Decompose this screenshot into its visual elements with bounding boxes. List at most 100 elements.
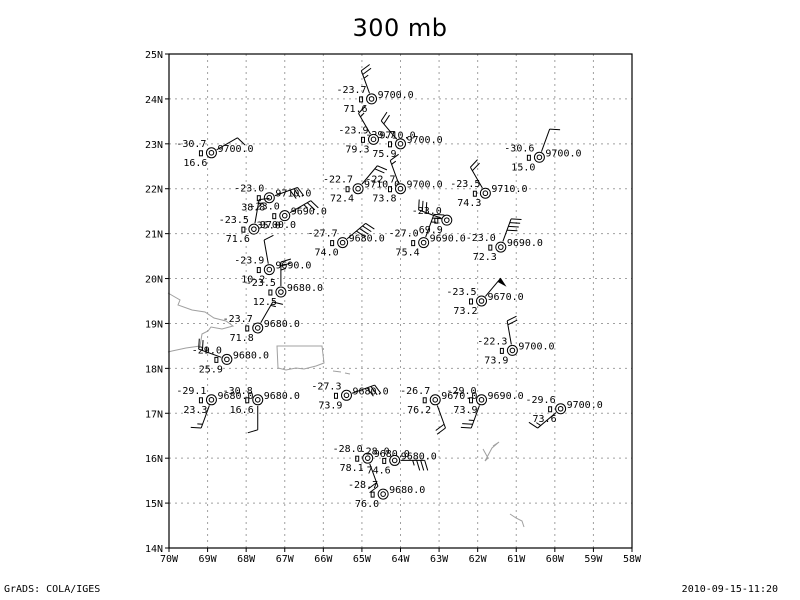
- station-circle-outer: [395, 138, 406, 150]
- station-circle-inner: [420, 239, 427, 246]
- station-marker: [360, 136, 365, 143]
- station-model: -30.6 9700.0 15.0: [504, 128, 582, 173]
- station-model: -27.0 9690.0 75.4: [389, 213, 466, 259]
- wind-barb-full: [361, 64, 370, 72]
- wind-barb-full: [356, 230, 366, 238]
- timestamp-label: 2010-09-15-11:20: [681, 584, 778, 595]
- wind-barb-staff: [537, 412, 557, 429]
- station-circle-inner: [254, 325, 261, 331]
- station-marker: [345, 186, 350, 193]
- wind-barb-full: [509, 222, 521, 224]
- wind-barb-full: [421, 200, 424, 212]
- station-circle-inner: [254, 397, 261, 403]
- wind-barb-full: [528, 421, 538, 429]
- station-height: 9680.0: [217, 391, 253, 402]
- station-marker: [548, 406, 553, 413]
- station-temperature: -23.5: [446, 287, 476, 298]
- station-model: -23.5 9680.0 12.5: [246, 258, 323, 308]
- station-height: 9670.0: [441, 391, 477, 402]
- station-temperature: -28.0: [333, 444, 363, 455]
- station-temperature: -27.0: [389, 229, 419, 240]
- x-tick-label: 60W: [546, 554, 565, 565]
- station-humidity: 38.8: [241, 203, 265, 214]
- station-marker: [388, 186, 392, 193]
- station-model: -23.0 9710.0 38.8: [234, 184, 311, 214]
- station-marker: [355, 455, 360, 462]
- coastline-martinique: [509, 513, 525, 528]
- station-layer: -23.7 9700.0 71.6 -30.7 9700.0 16.6 -29.7 9700.…: [176, 64, 603, 510]
- station-circle-inner: [208, 150, 215, 156]
- station-circle-inner: [482, 190, 489, 197]
- station-model: -23.7 9700.0 71.6: [336, 64, 414, 115]
- station-model: -26.7 9670.0 76.2: [400, 386, 477, 435]
- wind-barb-full: [508, 225, 519, 228]
- grads-credit: GrADS: COLA/IGES: [4, 584, 101, 595]
- y-tick-label: 24N: [145, 95, 163, 106]
- station-model: -30.7 9700.0 16.6: [176, 137, 254, 169]
- station-humidity: 79.3: [345, 144, 369, 155]
- wind-barb-full: [306, 202, 316, 211]
- station-marker: [411, 240, 416, 247]
- wind-barb-full: [358, 105, 367, 114]
- station-temperature: -26.7: [400, 386, 430, 397]
- wind-barb-full: [367, 482, 377, 490]
- station-marker: [499, 347, 504, 354]
- station-marker: [526, 154, 531, 161]
- station-circle-outer: [263, 192, 275, 204]
- station-humidity: 74.3: [457, 198, 481, 209]
- station-height: 9690.0: [430, 234, 466, 245]
- station-model: -30.8 9680.0 16.6: [223, 386, 300, 434]
- station-circle-outer: [429, 394, 441, 406]
- station-circle-inner: [364, 455, 371, 461]
- station-circle-inner: [380, 491, 386, 497]
- station-temperature: -30.7: [176, 139, 206, 150]
- station-circle-outer: [479, 187, 491, 199]
- wind-barb-full: [511, 218, 522, 221]
- wind-barb-full: [280, 258, 292, 263]
- station-circle-outer: [205, 394, 217, 406]
- wind-barb-staff: [274, 186, 298, 197]
- station-model: -29.0 9690.0 73.9: [446, 386, 524, 429]
- x-tick-label: 66W: [314, 554, 333, 565]
- station-humidity: 71.6: [343, 104, 367, 115]
- wind-barb-full: [549, 128, 561, 131]
- station-marker: [469, 397, 474, 404]
- coastline-virgin-islands: [332, 370, 351, 375]
- station-humidity: 76.0: [355, 499, 379, 510]
- coastline-puerto-rico: [276, 345, 325, 371]
- station-circle-outer: [476, 295, 488, 307]
- wind-barb-full: [370, 386, 378, 396]
- wind-barb-staff: [389, 160, 399, 184]
- wind-barb-half: [391, 160, 397, 165]
- wind-barb-half: [360, 112, 365, 118]
- wind-barb-staff: [369, 463, 379, 487]
- wind-barb-full: [272, 301, 284, 305]
- y-tick-label: 25N: [145, 50, 163, 61]
- station-circle-inner: [478, 397, 485, 403]
- station-model: -23.0 9690.0 35.0: [250, 200, 327, 232]
- y-tick-label: 16N: [145, 454, 163, 465]
- wind-barb-full: [420, 460, 425, 471]
- station-marker: [382, 457, 387, 464]
- station-temperature: -22.7: [365, 175, 395, 186]
- wind-barb-full: [416, 460, 421, 471]
- station-circle-outer: [337, 237, 349, 249]
- wind-barb-full: [433, 213, 445, 216]
- x-tick-label: 70W: [160, 554, 179, 565]
- wind-barb-full: [293, 188, 301, 198]
- station-circle-inner: [208, 397, 215, 403]
- station-circle-inner: [498, 244, 504, 250]
- station-model: -23.5 9710.0 74.3: [450, 159, 528, 209]
- wind-barb-full: [366, 387, 374, 397]
- station-circle-outer: [377, 488, 389, 500]
- station-height: 9680.0: [233, 350, 269, 361]
- station-humidity: 12.5: [253, 297, 277, 308]
- station-height: 9710.0: [275, 189, 311, 200]
- station-circle-outer: [367, 133, 379, 145]
- station-marker: [370, 491, 375, 498]
- y-tick-label: 17N: [145, 409, 163, 420]
- station-marker: [256, 267, 261, 274]
- station-temperature: -29.7: [365, 130, 395, 141]
- station-marker: [359, 96, 364, 103]
- station-circle-outer: [205, 147, 217, 159]
